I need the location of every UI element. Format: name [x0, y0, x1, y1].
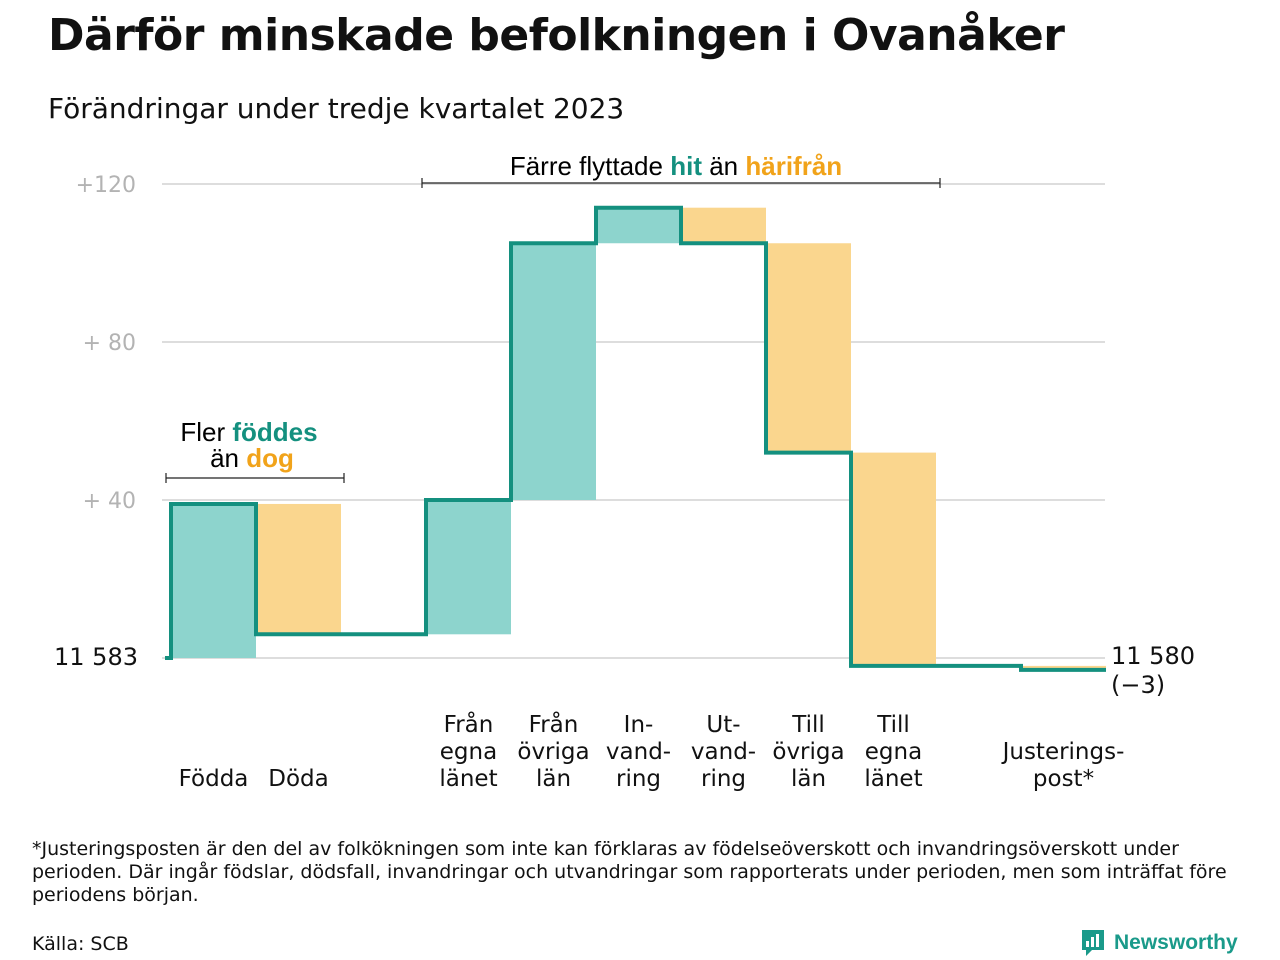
- category-label: post*: [1033, 766, 1094, 792]
- category-label: vand-: [691, 739, 756, 765]
- annotation-births: Fler föddes än dog: [165, 417, 345, 483]
- chart-title: Därför minskade befolkningen i Ovanåker: [48, 10, 1065, 61]
- annotation-moves-highlight-out: härifrån: [745, 151, 842, 181]
- category-label: ring: [701, 766, 746, 792]
- newsworthy-logo-icon: [1082, 930, 1104, 956]
- brand-logo: Newsworthy: [1080, 928, 1238, 958]
- waterfall-chart: + 40 + 80 +120 Fler föddes än dog Färre fl…: [54, 151, 1195, 792]
- bar-outflow: [256, 503, 341, 635]
- svg-text:Fler föddes: Fler föddes: [180, 417, 317, 447]
- bar-outflow: [851, 452, 936, 666]
- bar-inflow: [596, 207, 681, 244]
- category-label: egna: [865, 739, 922, 765]
- category-label: ring: [616, 766, 661, 792]
- annotation-moves-middle: än: [702, 151, 745, 181]
- annotation-births-highlight-out: dog: [246, 443, 294, 473]
- y-tick-label: +120: [76, 173, 136, 198]
- category-label: Från: [529, 710, 579, 738]
- annotation-births-highlight-in: föddes: [232, 417, 317, 447]
- category-label: Till: [876, 712, 910, 738]
- annotation-moves-text: Färre flyttade: [510, 151, 670, 181]
- annotation-moves: Färre flyttade hit än härifrån: [421, 151, 941, 188]
- category-label: län: [791, 766, 826, 792]
- category-label: egna: [440, 739, 497, 765]
- category-label: länet: [439, 766, 497, 792]
- bar-inflow: [171, 503, 256, 658]
- bars: [171, 207, 1106, 670]
- annotation-births-line2: än: [210, 443, 246, 473]
- category-label: övriga: [772, 739, 844, 765]
- category-label: Justerings-: [1001, 739, 1125, 765]
- category-label: In-: [624, 712, 654, 738]
- y-tick-label: + 80: [83, 331, 136, 356]
- annotation-moves-highlight-in: hit: [670, 151, 702, 181]
- end-change-label: (−3): [1111, 671, 1165, 699]
- start-value-label: 11 583: [54, 643, 138, 671]
- category-label: Döda: [268, 766, 328, 792]
- gridlines: [162, 183, 1105, 659]
- footnote: *Justeringsposten är den del av folkökni…: [32, 838, 1227, 906]
- svg-text:Färre flyttade hit än härifrån: Färre flyttade hit än härifrån: [510, 151, 842, 181]
- category-label: övriga: [517, 739, 589, 765]
- category-label: Födda: [179, 766, 249, 792]
- svg-text:än dog: än dog: [210, 443, 294, 473]
- category-label: län: [536, 766, 571, 792]
- category-label: Från: [444, 710, 494, 738]
- category-label: vand-: [606, 739, 671, 765]
- category-label: Ut-: [706, 712, 740, 738]
- end-value-label: 11 580: [1111, 642, 1195, 670]
- bar-outflow: [681, 207, 766, 244]
- waterfall-step-line: [165, 205, 1106, 672]
- source-label: Källa: SCB: [32, 933, 129, 955]
- bar-inflow: [426, 500, 511, 635]
- y-tick-label: + 40: [83, 489, 136, 514]
- annotation-births-text: Fler: [180, 417, 232, 447]
- y-axis-ticks: + 40 + 80 +120: [76, 173, 136, 514]
- chart-subtitle: Förändringar under tredje kvartalet 2023: [48, 92, 625, 125]
- category-label: Till: [791, 712, 825, 738]
- category-label: länet: [864, 766, 922, 792]
- brand-name: Newsworthy: [1114, 931, 1238, 954]
- category-labels: Födda DödaFrånegnalänetFrånövrigalänIn-va…: [179, 710, 1125, 792]
- bar-inflow: [511, 243, 596, 500]
- bar-outflow: [766, 243, 851, 453]
